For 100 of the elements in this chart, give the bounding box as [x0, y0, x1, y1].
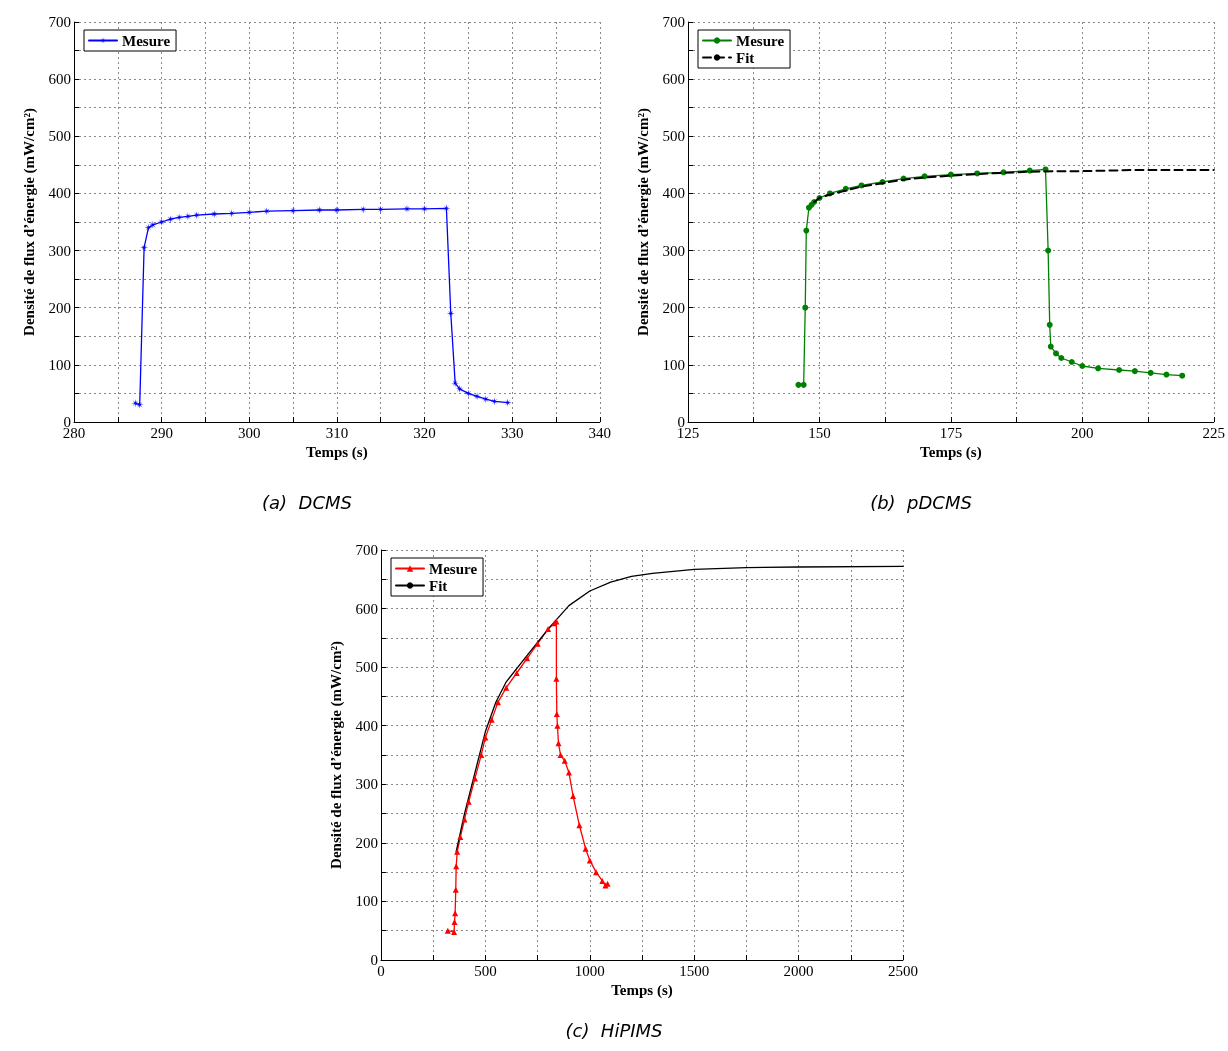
y-tick-label: 100 [48, 356, 71, 373]
x-axis-title: Temps (s) [611, 982, 673, 1000]
point [557, 752, 564, 758]
point [1116, 367, 1123, 373]
text: (b) pDCMS [870, 491, 972, 513]
point [464, 389, 473, 398]
x-tick-label: 310 [325, 424, 349, 441]
y-tick-label: 300 [48, 242, 71, 259]
point [570, 793, 577, 799]
y-tick-label: 200 [662, 299, 685, 316]
point [465, 798, 472, 805]
point [503, 684, 510, 691]
y-axis-title: Densité de flux d’énergie (mW/cm²) [20, 108, 38, 336]
legend-label: Mesure [122, 32, 171, 49]
x-tick-label: 300 [238, 424, 261, 441]
point [802, 304, 809, 311]
point [555, 740, 562, 747]
point [1045, 247, 1052, 254]
y-tick-label: 100 [355, 893, 378, 910]
point [1179, 372, 1186, 379]
text: (c) HiPIMS [565, 1019, 663, 1041]
x-tick-label: 330 [500, 424, 524, 441]
y-tick-label: 400 [662, 185, 685, 202]
point [245, 208, 254, 217]
y-tick-label: 200 [355, 834, 378, 851]
point [420, 204, 429, 213]
y-tick-label: 500 [355, 659, 378, 676]
y-axis-title: Densité de flux d’énergie (mW/cm²) [634, 108, 652, 336]
x-tick-label: 500 [474, 962, 497, 979]
legend-label: Fit [429, 577, 448, 594]
legend-label: Fit [736, 49, 755, 66]
x-tick-label: 225 [1202, 424, 1225, 441]
y-tick-label: 600 [48, 71, 71, 88]
point [553, 675, 560, 682]
point [494, 699, 501, 706]
point [795, 381, 802, 388]
point [1046, 321, 1053, 328]
point [444, 927, 451, 934]
point [593, 869, 600, 876]
y-tick-label: 300 [662, 242, 685, 259]
point [554, 722, 561, 729]
point [457, 834, 464, 840]
point [599, 877, 606, 884]
y-tick-label: 100 [662, 356, 685, 373]
point [455, 384, 464, 393]
y-axis-title: Densité de flux d’énergie (mW/cm²) [327, 641, 345, 869]
point [452, 910, 459, 917]
point [800, 381, 807, 388]
point [144, 223, 153, 232]
point [148, 220, 157, 229]
point [488, 716, 495, 723]
point [553, 711, 560, 717]
point [534, 640, 541, 647]
y-tick-label: 300 [355, 776, 378, 793]
y-tick-label: 500 [662, 128, 685, 145]
x-tick-label: 150 [808, 424, 831, 441]
x-tick-label: 200 [1071, 424, 1094, 441]
y-tick-label: 700 [662, 14, 685, 30]
point [1047, 343, 1054, 350]
point [947, 171, 954, 178]
legend-label: Mesure [429, 560, 478, 577]
x-axis-title: Temps (s) [920, 444, 982, 462]
y-tick-label: 0 [370, 952, 378, 968]
point [561, 757, 568, 764]
x-tick-label: 1500 [679, 962, 710, 979]
point [454, 848, 461, 855]
x-tick-label: 175 [939, 424, 963, 441]
text: (a) DCMS [262, 491, 352, 513]
x-tick-label: 290 [150, 424, 173, 441]
point [545, 626, 552, 633]
x-tick-label: 320 [413, 424, 436, 441]
y-tick-label: 600 [355, 600, 378, 617]
point [461, 816, 468, 823]
point [1095, 365, 1102, 372]
point [1131, 368, 1138, 375]
point [1079, 363, 1086, 369]
y-tick-label: 200 [48, 299, 71, 316]
y-tick-label: 500 [48, 128, 71, 145]
x-tick-label: 2500 [888, 962, 918, 979]
y-tick-label: 400 [355, 717, 378, 734]
y-tick-label: 400 [48, 185, 71, 202]
point [1147, 369, 1154, 376]
point [1053, 350, 1060, 357]
x-tick-label: 340 [588, 424, 611, 441]
point [513, 670, 520, 676]
point [140, 243, 149, 252]
point [451, 928, 458, 935]
x-tick-label: 1000 [574, 962, 605, 979]
point [1058, 355, 1065, 361]
point [1068, 359, 1075, 365]
point [175, 213, 184, 222]
point [135, 400, 144, 409]
legend-label: Mesure [736, 32, 785, 49]
point [452, 886, 459, 893]
y-tick-label: 700 [355, 542, 378, 558]
point [131, 399, 140, 408]
y-tick-label: 700 [48, 14, 71, 30]
x-axis-title: Temps (s) [306, 444, 368, 462]
point [1163, 371, 1170, 378]
point [565, 769, 572, 776]
